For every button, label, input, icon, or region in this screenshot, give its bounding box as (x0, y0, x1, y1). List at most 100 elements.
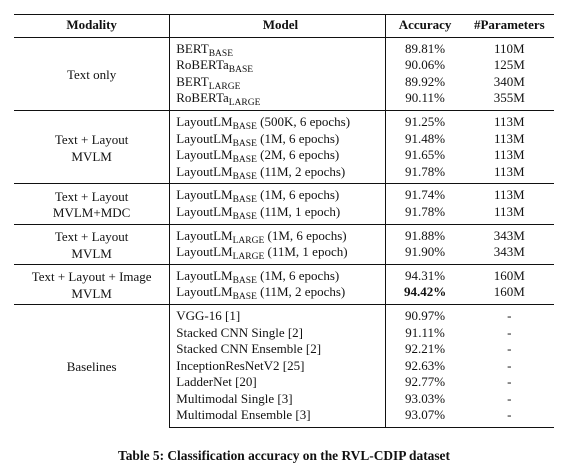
table-row: Stacked CNN Ensemble [2] 92.21% - (14, 341, 554, 358)
modality-label: Text + Layout + Image (31, 269, 152, 285)
model-cell: LadderNet [20] (169, 374, 386, 391)
parameters-cell: - (464, 303, 554, 325)
model-cell: Stacked CNN Single [2] (169, 324, 386, 342)
accuracy-cell: 90.11% (405, 90, 445, 106)
table-row: RoBERTaBASE 90.06% 125M (14, 57, 554, 75)
modality-cell: Text + Layout + Image MVLM (14, 263, 171, 305)
table-row: LayoutLMLARGE (11M, 1 epoch) 91.90% 343M (14, 244, 554, 265)
model-size-subscript: LARGE (228, 98, 261, 109)
table-row: LadderNet [20] 92.77% - (14, 374, 554, 391)
parameters-cell: 160M (493, 284, 525, 300)
model-name: Stacked CNN Ensemble [2] (176, 341, 322, 357)
model-name: LadderNet [20] (176, 374, 257, 390)
model-name: LayoutLM (176, 187, 233, 203)
model-name: LayoutLM (176, 163, 233, 179)
modality-label: Text + Layout (54, 188, 129, 204)
model-training-config: (500K, 6 epochs) (256, 113, 351, 129)
model-size-subscript: LARGE (232, 252, 265, 263)
parameters-cell: - (507, 324, 512, 340)
table-row: InceptionResNetV2 [25] 92.63% - (14, 357, 554, 375)
model-cell: Multimodal Ensemble [3] (169, 407, 386, 429)
model-cell: LayoutLMBASE (500K, 6 epochs) (169, 109, 386, 132)
modality-cell: Text only (14, 36, 171, 111)
table-row: BERTLARGE 89.92% 340M (14, 73, 554, 92)
table-row: Text + Layout MVLM LayoutLMLARGE (1M, 6 ep… (14, 223, 554, 265)
modality-label: MVLM (71, 148, 112, 164)
accuracy-cell: 92.21% (405, 341, 446, 357)
header-model: Model (169, 14, 386, 38)
model-size-subscript: LARGE (232, 235, 265, 246)
model-name: LayoutLM (176, 130, 233, 146)
accuracy-cell: 93.07% (385, 407, 465, 429)
parameters-cell: - (464, 407, 554, 429)
model-cell: Stacked CNN Ensemble [2] (169, 341, 386, 358)
table-row: Multimodal Ensemble [3] 93.07% - (14, 407, 554, 429)
parameters-cell: - (507, 390, 512, 406)
model-name: LayoutLM (176, 113, 233, 129)
model-training-config: (1M, 6 epochs) (264, 227, 347, 243)
model-training-config: (11M, 2 epochs) (256, 284, 346, 300)
model-name: Multimodal Single [3] (176, 390, 293, 406)
parameters-cell: - (507, 341, 512, 357)
model-training-config: (1M, 6 epochs) (256, 267, 340, 283)
model-name: RoBERTa (176, 57, 229, 73)
header-accuracy: Accuracy (385, 14, 465, 38)
table-row: LayoutLMBASE (2M, 6 epochs) 91.65% 113M (14, 147, 554, 165)
model-size-subscript: BASE (232, 275, 257, 286)
model-cell: InceptionResNetV2 [25] (169, 357, 386, 375)
table-row: Stacked CNN Single [2] 91.11% - (14, 324, 554, 342)
accuracy-cell: 91.65% (405, 147, 446, 163)
table-row: Text only BERTBASE 89.81% 110M (14, 36, 554, 111)
model-training-config: (11M, 1 epoch) (264, 244, 348, 260)
parameters-cell: 355M (493, 90, 525, 106)
parameters-cell: - (507, 374, 512, 390)
modality-cell: Text + Layout MVLM (14, 223, 171, 265)
accuracy-cell: 94.31% (385, 263, 465, 285)
modality-label: Baselines (66, 359, 117, 375)
parameters-cell: 113M (494, 147, 525, 163)
modality-cell: Text + Layout MVLM (14, 109, 171, 184)
table-row: Text + Layout + Image MVLM LayoutLMBASE (1… (14, 263, 554, 305)
table-body: Text only BERTBASE 89.81% 110M RoBERTaBASE 90… (14, 36, 554, 429)
model-name: Stacked CNN Single [2] (176, 324, 303, 340)
parameters-cell: 113M (494, 203, 525, 219)
model-cell: BERTLARGE (169, 73, 386, 92)
model-name: LayoutLM (176, 244, 233, 260)
model-cell: LayoutLMBASE (11M, 1 epoch) (169, 203, 386, 225)
parameters-cell: 343M (464, 223, 554, 245)
model-cell: LayoutLMBASE (1M, 6 epochs) (169, 263, 386, 286)
model-cell: LayoutLMLARGE (1M, 6 epochs) (169, 223, 386, 246)
accuracy-cell: 91.74% (385, 183, 465, 204)
model-cell: Multimodal Single [3] (169, 390, 386, 408)
model-name: Multimodal Ensemble [3] (176, 407, 311, 423)
header-parameters: #Parameters (464, 14, 554, 38)
header-modality: Modality (14, 14, 171, 38)
accuracy-cell: 91.78% (405, 163, 446, 179)
model-cell: LayoutLMLARGE (11M, 1 epoch) (169, 244, 386, 265)
model-cell: VGG-16 [1] (169, 303, 386, 325)
modality-cell: Text + Layout MVLM+MDC (14, 183, 171, 225)
model-cell: LayoutLMBASE (2M, 6 epochs) (169, 147, 386, 165)
table-row: LayoutLMBASE (11M, 2 epochs) 94.42% 160M (14, 284, 554, 305)
parameters-cell: 113M (464, 109, 554, 131)
model-name: VGG-16 [1] (176, 307, 241, 323)
model-name: LayoutLM (176, 284, 233, 300)
parameters-cell: 160M (464, 263, 554, 285)
model-size-subscript: BASE (232, 195, 257, 206)
model-training-config: (2M, 6 epochs) (256, 147, 340, 163)
model-name: LayoutLM (176, 267, 233, 283)
model-size-subscript: BASE (232, 171, 257, 182)
accuracy-cell: 92.77% (405, 374, 446, 390)
table-row: LayoutLMBASE (1M, 6 epochs) 91.48% 113M (14, 130, 554, 148)
model-name: RoBERTa (176, 90, 229, 106)
parameters-cell: - (507, 357, 512, 373)
model-cell: RoBERTaBASE (169, 57, 386, 75)
accuracy-cell: 92.63% (405, 357, 446, 373)
table-row: Multimodal Single [3] 93.03% - (14, 390, 554, 408)
table-row: Text + Layout MVLM+MDC LayoutLMBASE (1M, 6… (14, 183, 554, 225)
modality-label: MVLM (71, 285, 112, 301)
parameters-cell: 125M (493, 57, 525, 73)
parameters-cell: 343M (493, 244, 525, 260)
accuracy-cell: 89.81% (385, 36, 465, 58)
